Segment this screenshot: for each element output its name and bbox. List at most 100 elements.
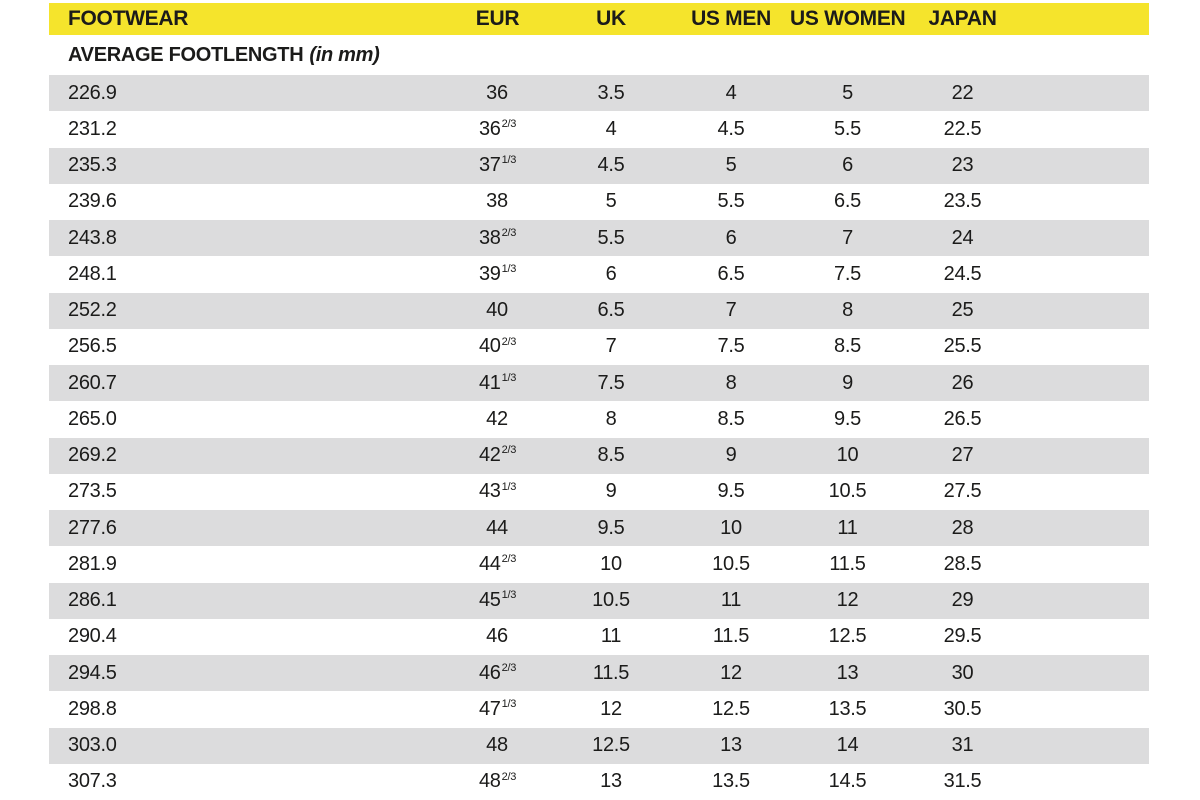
cell-japan-size: 22 — [951, 81, 974, 104]
eur-size-fraction: 2/3 — [501, 553, 517, 566]
cell-us-men-size: 10 — [720, 516, 742, 539]
cell-japan-size: 27.5 — [943, 480, 982, 503]
eur-size-fraction: 2/3 — [501, 118, 517, 131]
cell-eur-size: 40 — [445, 299, 550, 322]
cell-eur-size: 382/3 — [445, 227, 550, 250]
cell-us-women-size: 9.5 — [834, 407, 861, 430]
cell-eur-size: 462/3 — [445, 662, 550, 685]
cell-us-men-size: 5 — [725, 154, 737, 177]
table-row: 252.2 40 6.5 7 8 25 — [49, 292, 1149, 329]
eur-size-base: 48 — [478, 770, 501, 793]
table-row: 265.0 42 8 8.5 9.5 26.5 — [49, 401, 1149, 438]
table-row: 298.8 471/3 12 12.5 13.5 30.5 — [49, 691, 1149, 728]
cell-us-women-size: 5.5 — [834, 117, 861, 140]
cell-footlength-mm: 277.6 — [68, 516, 117, 539]
cell-us-women-size: 7.5 — [834, 262, 861, 285]
cell-eur-size: 371/3 — [445, 154, 550, 177]
cell-us-women-size: 13.5 — [828, 697, 867, 720]
cell-us-women-size: 5 — [842, 81, 853, 104]
cell-japan-size: 23.5 — [943, 190, 982, 213]
eur-size-base: 38 — [478, 226, 501, 249]
eur-size-base: 41 — [478, 371, 501, 394]
table-row: 277.6 44 9.5 10 11 28 — [49, 510, 1149, 547]
eur-size-fraction: 2/3 — [501, 444, 517, 457]
cell-us-women-size: 7 — [842, 226, 853, 249]
cell-us-women-size: 11 — [837, 516, 858, 539]
cell-eur-size: 411/3 — [445, 372, 550, 395]
eur-size-fraction: 1/3 — [501, 371, 517, 384]
eur-size-fraction: 2/3 — [501, 770, 517, 783]
cell-uk-size: 10.5 — [592, 589, 630, 612]
cell-eur-size: 36 — [445, 82, 550, 105]
eur-size-base: 39 — [478, 262, 501, 285]
eur-size-base: 44 — [486, 516, 508, 539]
cell-us-men-size: 13 — [720, 734, 742, 757]
eur-size-fraction: 1/3 — [501, 263, 517, 276]
cell-us-men-size: 4.5 — [717, 117, 745, 140]
cell-uk-size: 10 — [600, 552, 622, 575]
cell-japan-size: 29.5 — [943, 625, 982, 648]
column-header-japan: JAPAN — [928, 7, 997, 30]
cell-us-men-size: 13.5 — [712, 770, 750, 793]
cell-footlength-mm: 286.1 — [68, 589, 117, 612]
cell-us-men-size: 9.5 — [717, 480, 745, 503]
cell-us-women-size: 12.5 — [828, 625, 867, 648]
cell-eur-size: 391/3 — [445, 263, 550, 286]
cell-japan-size: 25.5 — [943, 335, 982, 358]
table-row: 294.5 462/3 11.5 12 13 30 — [49, 655, 1149, 692]
cell-us-women-size: 12 — [836, 589, 859, 612]
table-row: 260.7 411/3 7.5 8 9 26 — [49, 365, 1149, 402]
cell-footlength-mm: 243.8 — [68, 226, 117, 249]
cell-us-women-size: 10.5 — [828, 480, 867, 503]
cell-eur-size: 471/3 — [445, 698, 550, 721]
eur-size-base: 46 — [486, 625, 508, 648]
cell-eur-size: 362/3 — [445, 118, 550, 141]
eur-size-fraction: 2/3 — [501, 661, 517, 674]
column-header-eur: EUR — [475, 7, 520, 30]
cell-us-men-size: 4 — [725, 81, 737, 104]
cell-us-men-size: 9 — [725, 444, 737, 467]
cell-footlength-mm: 231.2 — [68, 117, 117, 140]
cell-us-men-size: 12 — [720, 661, 742, 684]
unit-note: (in mm) — [309, 43, 380, 66]
cell-eur-size: 44 — [445, 517, 550, 540]
eur-size-base: 44 — [478, 552, 501, 575]
cell-eur-size: 46 — [445, 625, 550, 648]
cell-japan-size: 30.5 — [943, 697, 982, 720]
cell-footlength-mm: 256.5 — [68, 335, 117, 358]
cell-eur-size: 402/3 — [445, 335, 550, 358]
cell-us-women-size: 6.5 — [834, 190, 861, 213]
table-row: 239.6 38 5 5.5 6.5 23.5 — [49, 183, 1149, 220]
cell-us-women-size: 8.5 — [834, 335, 861, 358]
cell-uk-size: 12 — [600, 697, 622, 720]
table-row: 303.0 48 12.5 13 14 31 — [49, 727, 1149, 764]
cell-uk-size: 11 — [600, 625, 622, 648]
eur-size-fraction: 1/3 — [501, 480, 517, 493]
table-row: 286.1 451/3 10.5 11 12 29 — [49, 582, 1149, 619]
eur-size-base: 47 — [478, 697, 501, 720]
cell-uk-size: 4 — [605, 117, 617, 140]
cell-japan-size: 25 — [951, 299, 974, 322]
cell-footlength-mm: 298.8 — [68, 697, 117, 720]
table-row: 281.9 442/3 10 10.5 11.5 28.5 — [49, 546, 1149, 583]
cell-footlength-mm: 235.3 — [68, 154, 117, 177]
column-header-footwear: FOOTWEAR — [68, 7, 189, 30]
cell-footlength-mm: 269.2 — [68, 444, 117, 467]
column-header-us-men: US MEN — [691, 7, 771, 30]
cell-uk-size: 9 — [605, 480, 617, 503]
cell-us-women-size: 14.5 — [828, 770, 867, 793]
eur-size-fraction: 2/3 — [501, 335, 517, 348]
cell-uk-size: 6 — [605, 262, 617, 285]
cell-japan-size: 27 — [951, 444, 974, 467]
cell-eur-size: 48 — [445, 734, 550, 757]
cell-japan-size: 23 — [951, 154, 974, 177]
table-row: 243.8 382/3 5.5 6 7 24 — [49, 220, 1149, 257]
cell-eur-size: 442/3 — [445, 553, 550, 576]
cell-us-men-size: 6.5 — [717, 262, 745, 285]
table-row: 273.5 431/3 9 9.5 10.5 27.5 — [49, 473, 1149, 510]
cell-us-men-size: 12.5 — [712, 697, 750, 720]
cell-footlength-mm: 239.6 — [68, 190, 117, 213]
cell-japan-size: 28.5 — [943, 552, 982, 575]
cell-japan-size: 31.5 — [943, 770, 982, 793]
cell-japan-size: 29 — [951, 589, 974, 612]
